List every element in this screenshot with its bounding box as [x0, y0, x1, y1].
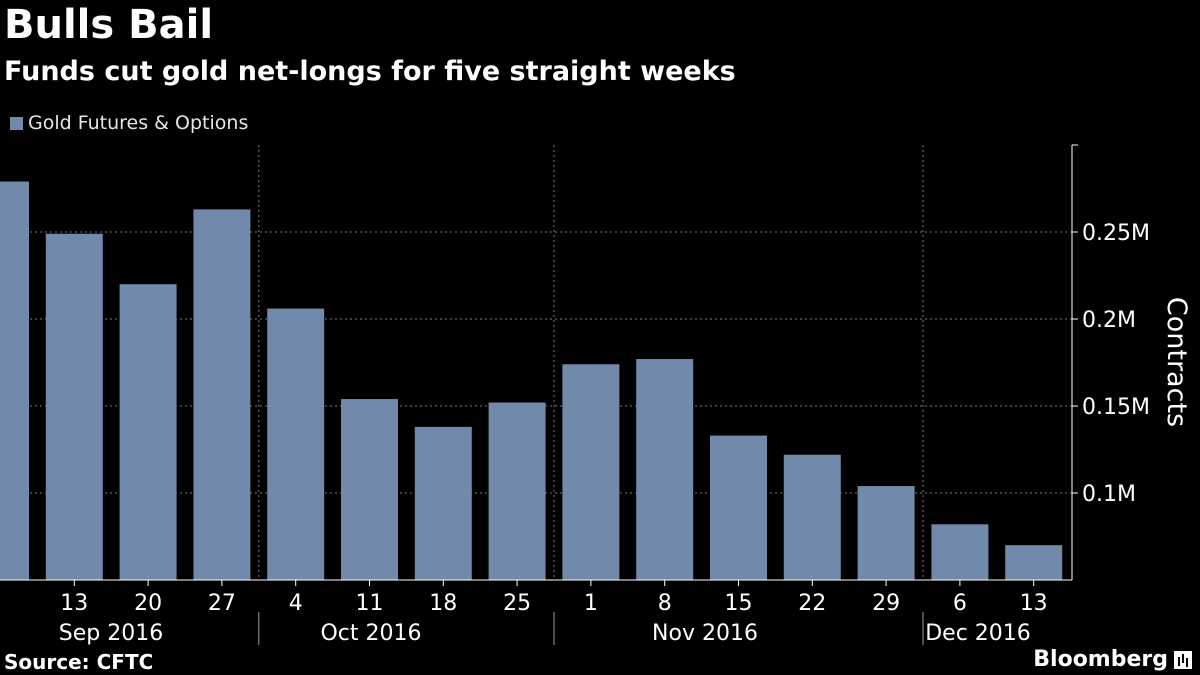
axes — [0, 144, 1078, 645]
bar — [193, 209, 251, 580]
y-axis-label: Contracts — [1161, 297, 1192, 427]
bar — [488, 402, 546, 580]
x-tick-label: 15 — [725, 591, 753, 616]
chart-subtitle: Funds cut gold net-longs for five straig… — [4, 56, 736, 87]
bar — [857, 486, 915, 580]
month-label: Nov 2016 — [652, 621, 758, 646]
bar — [1005, 545, 1063, 580]
bars — [0, 181, 1063, 581]
source-note: Source: CFTC — [4, 650, 154, 674]
bar — [0, 181, 29, 581]
bar — [414, 426, 472, 580]
x-tick-label: 22 — [798, 591, 826, 616]
brand-text: Bloomberg — [1033, 647, 1168, 672]
x-tick-label: 20 — [134, 591, 162, 616]
x-tick-label: 25 — [503, 591, 531, 616]
chart-title: Bulls Bail — [4, 2, 214, 48]
y-tick-labels: 0.1M 0.15M 0.2M 0.25M — [1082, 221, 1150, 507]
month-label: Oct 2016 — [320, 621, 421, 646]
x-tick-label: 27 — [208, 591, 236, 616]
x-tick-label: 13 — [1020, 591, 1048, 616]
month-label: Sep 2016 — [59, 621, 163, 646]
x-tick-label: 8 — [658, 591, 672, 616]
x-tick-label: 18 — [429, 591, 457, 616]
brand-logo: Bloomberg — [1033, 647, 1192, 672]
bar — [931, 524, 989, 580]
bar — [119, 284, 177, 580]
month-label: Dec 2016 — [925, 621, 1031, 646]
x-tick-label: 13 — [60, 591, 88, 616]
x-tick-label: 11 — [356, 591, 384, 616]
bloomberg-chart-icon — [1174, 650, 1192, 669]
y-tick-label: 0.2M — [1082, 308, 1136, 333]
bar — [341, 399, 398, 580]
bar — [45, 233, 103, 581]
bar — [267, 308, 325, 580]
y-tick-label: 0.15M — [1082, 395, 1150, 420]
y-tick-label: 0.1M — [1082, 482, 1136, 507]
y-tick-label: 0.25M — [1082, 221, 1150, 246]
bar — [636, 359, 694, 580]
bar — [562, 364, 620, 580]
bar — [710, 435, 767, 580]
x-tick-label: 29 — [872, 591, 900, 616]
legend-label: Gold Futures & Options — [28, 112, 249, 134]
legend: Gold Futures & Options — [10, 112, 248, 134]
x-tick-label: 1 — [584, 591, 598, 616]
x-tick-label: 6 — [953, 591, 967, 616]
x-tick-label: 4 — [289, 591, 303, 616]
bar — [783, 454, 841, 580]
legend-swatch — [10, 116, 23, 130]
